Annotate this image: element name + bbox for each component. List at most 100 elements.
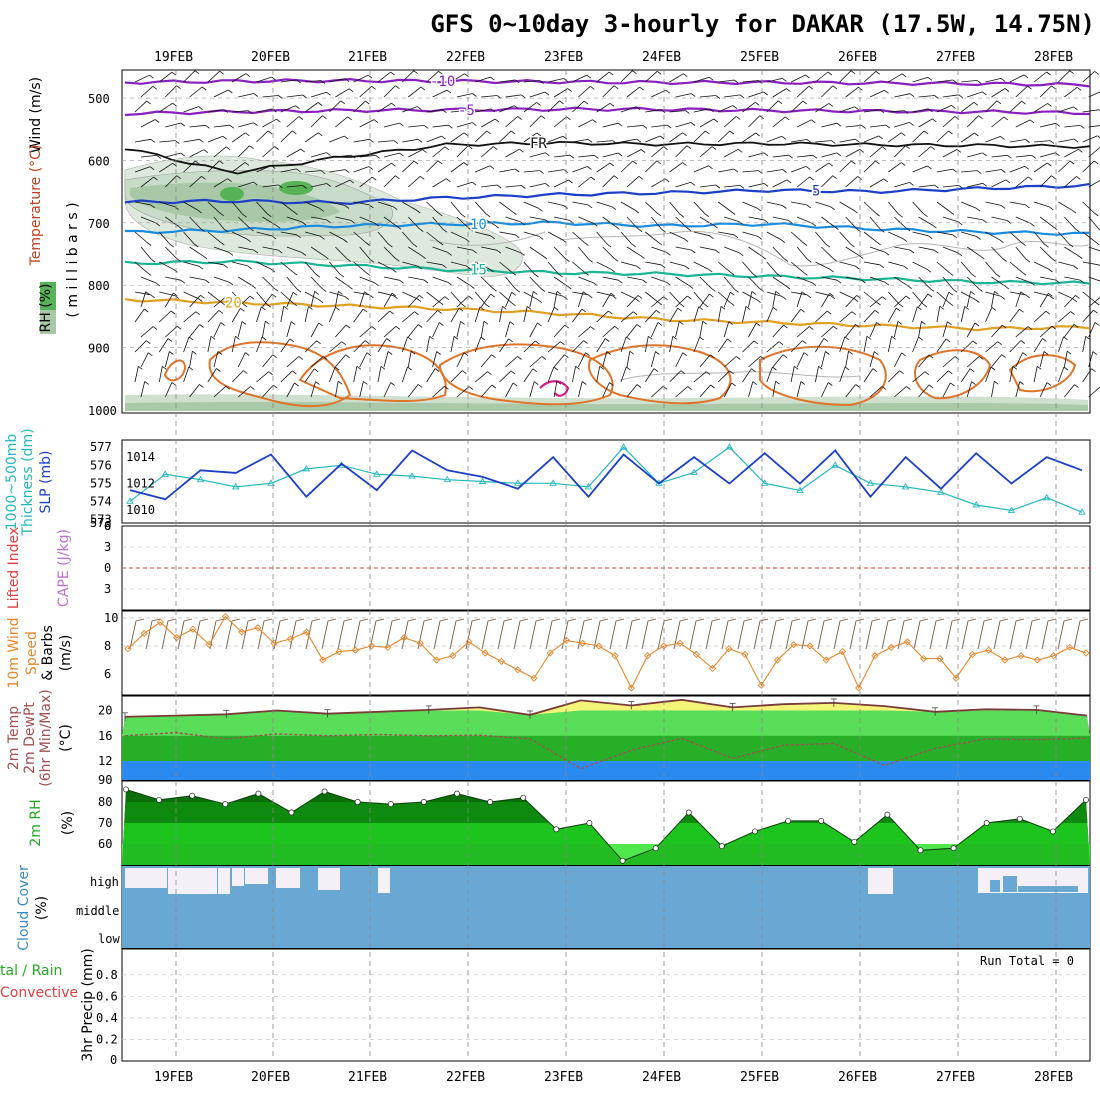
wind-barb-flag xyxy=(219,160,224,165)
wind-barb-flag xyxy=(375,154,380,159)
wind-barb xyxy=(748,291,753,308)
wind-barb xyxy=(791,139,807,143)
wind-barb xyxy=(189,295,201,308)
wind-barb xyxy=(432,351,437,368)
wind-barb xyxy=(839,366,846,383)
wind-barb-flag xyxy=(393,295,398,300)
wind-barb xyxy=(796,276,813,284)
wind-barb xyxy=(863,160,876,173)
wind-barb-flag xyxy=(709,108,714,113)
sfc-wind-barb xyxy=(785,620,793,650)
axis-label-2m-rh: 2m RH xyxy=(28,799,44,846)
wind-barb-flag xyxy=(803,352,809,356)
thickness-marker xyxy=(231,483,240,490)
wind-barb xyxy=(1058,138,1075,143)
wind-barb xyxy=(408,149,423,158)
wind-barb-flag xyxy=(362,308,368,313)
wind-barb xyxy=(620,70,633,83)
wind-barb-flag xyxy=(249,227,254,232)
wind-barb xyxy=(839,106,855,113)
wind-barb xyxy=(596,310,609,323)
wind-barb xyxy=(942,292,950,308)
wind-barb xyxy=(1082,231,1096,243)
wind-barb xyxy=(499,168,516,173)
wind-barb-flag xyxy=(995,273,1001,278)
wind-barb-flag xyxy=(982,91,987,96)
wind-barb-flag xyxy=(391,102,396,107)
wind-barb-flag xyxy=(391,162,396,167)
isotherm--10 xyxy=(124,77,1091,88)
sfc-wind-barb xyxy=(929,620,937,650)
wind-barb-flag xyxy=(509,321,515,325)
isotherm-label: 20 xyxy=(225,296,242,312)
wind-barb xyxy=(353,231,366,243)
wind-barb-flag xyxy=(228,281,234,286)
wind-barb xyxy=(699,354,711,368)
wind-barb-flag xyxy=(245,132,250,137)
wind-barb-flag xyxy=(429,335,434,340)
wind-barb-flag xyxy=(173,292,178,297)
wind-barb xyxy=(1064,384,1075,398)
wind-barb-flag xyxy=(850,70,856,75)
wind-barb-flag xyxy=(934,249,939,254)
pressure-tick: 700 xyxy=(88,217,110,231)
wind-barb-flag xyxy=(240,307,245,312)
wind-barb-flag xyxy=(472,93,477,97)
wind-barb xyxy=(499,291,512,303)
wind-barb-flag xyxy=(666,281,671,286)
wind-barb-flag xyxy=(782,205,787,209)
wind-barb-flag xyxy=(734,288,739,293)
wind-barb xyxy=(159,261,174,270)
wind-barb xyxy=(213,322,222,338)
wind-barb xyxy=(839,311,853,323)
cloud-tick-middle: middle xyxy=(76,904,119,918)
sfc-wind-barb xyxy=(305,620,313,650)
wind-barb-flag xyxy=(688,285,694,289)
wind-barb xyxy=(821,326,834,338)
sfc-wind-barb-flag xyxy=(871,618,881,622)
rh-legend-swatch xyxy=(40,310,56,334)
wind-barb-flag xyxy=(490,76,495,81)
rh-marker xyxy=(189,792,196,799)
wind-barb-flag xyxy=(200,228,205,232)
wind-barb-flag xyxy=(1052,226,1058,230)
wind-barb-flag xyxy=(753,340,759,345)
wind-speed-line xyxy=(127,615,1087,690)
wind-barb xyxy=(553,88,568,98)
wind-barb xyxy=(286,148,301,158)
wind-barb xyxy=(1064,276,1081,281)
wind-barb xyxy=(1039,216,1054,227)
wind-barb-flag xyxy=(898,213,903,218)
wind-barb xyxy=(499,105,515,113)
wind-barb xyxy=(626,86,640,98)
wind-barb xyxy=(1015,176,1029,188)
wind-barb-flag xyxy=(807,258,812,263)
wind-barb xyxy=(966,276,979,289)
wind-barb-flag xyxy=(948,291,954,296)
slp-tick: 1010 xyxy=(126,503,155,517)
wind-barb-flag xyxy=(510,130,516,135)
wind-barb-flag xyxy=(876,322,881,326)
wind-barb xyxy=(231,162,246,173)
wind-barb-flag xyxy=(317,102,323,106)
wind-barb-flag xyxy=(760,356,765,360)
wind-barb-flag xyxy=(417,265,423,270)
wind-barb-flag xyxy=(442,264,447,269)
wind-barb xyxy=(432,296,446,308)
wind-barb-flag xyxy=(438,301,444,306)
wind-barb-flag xyxy=(337,380,343,385)
wind-barb-flag xyxy=(553,366,559,371)
wind-barb xyxy=(797,154,814,158)
wind-barb xyxy=(651,146,664,158)
wind-barb xyxy=(669,307,679,323)
wind-barb xyxy=(936,306,941,323)
wind-barb-flag xyxy=(638,175,644,180)
wind-barb xyxy=(286,276,298,290)
wind-barb xyxy=(256,231,273,237)
wind-barb xyxy=(815,71,829,83)
wind-barb-flag xyxy=(399,122,404,127)
wind-barb xyxy=(748,91,764,98)
wind-barb-flag xyxy=(612,295,617,300)
wind-barb xyxy=(869,296,883,308)
wind-barb-flag xyxy=(614,325,619,330)
